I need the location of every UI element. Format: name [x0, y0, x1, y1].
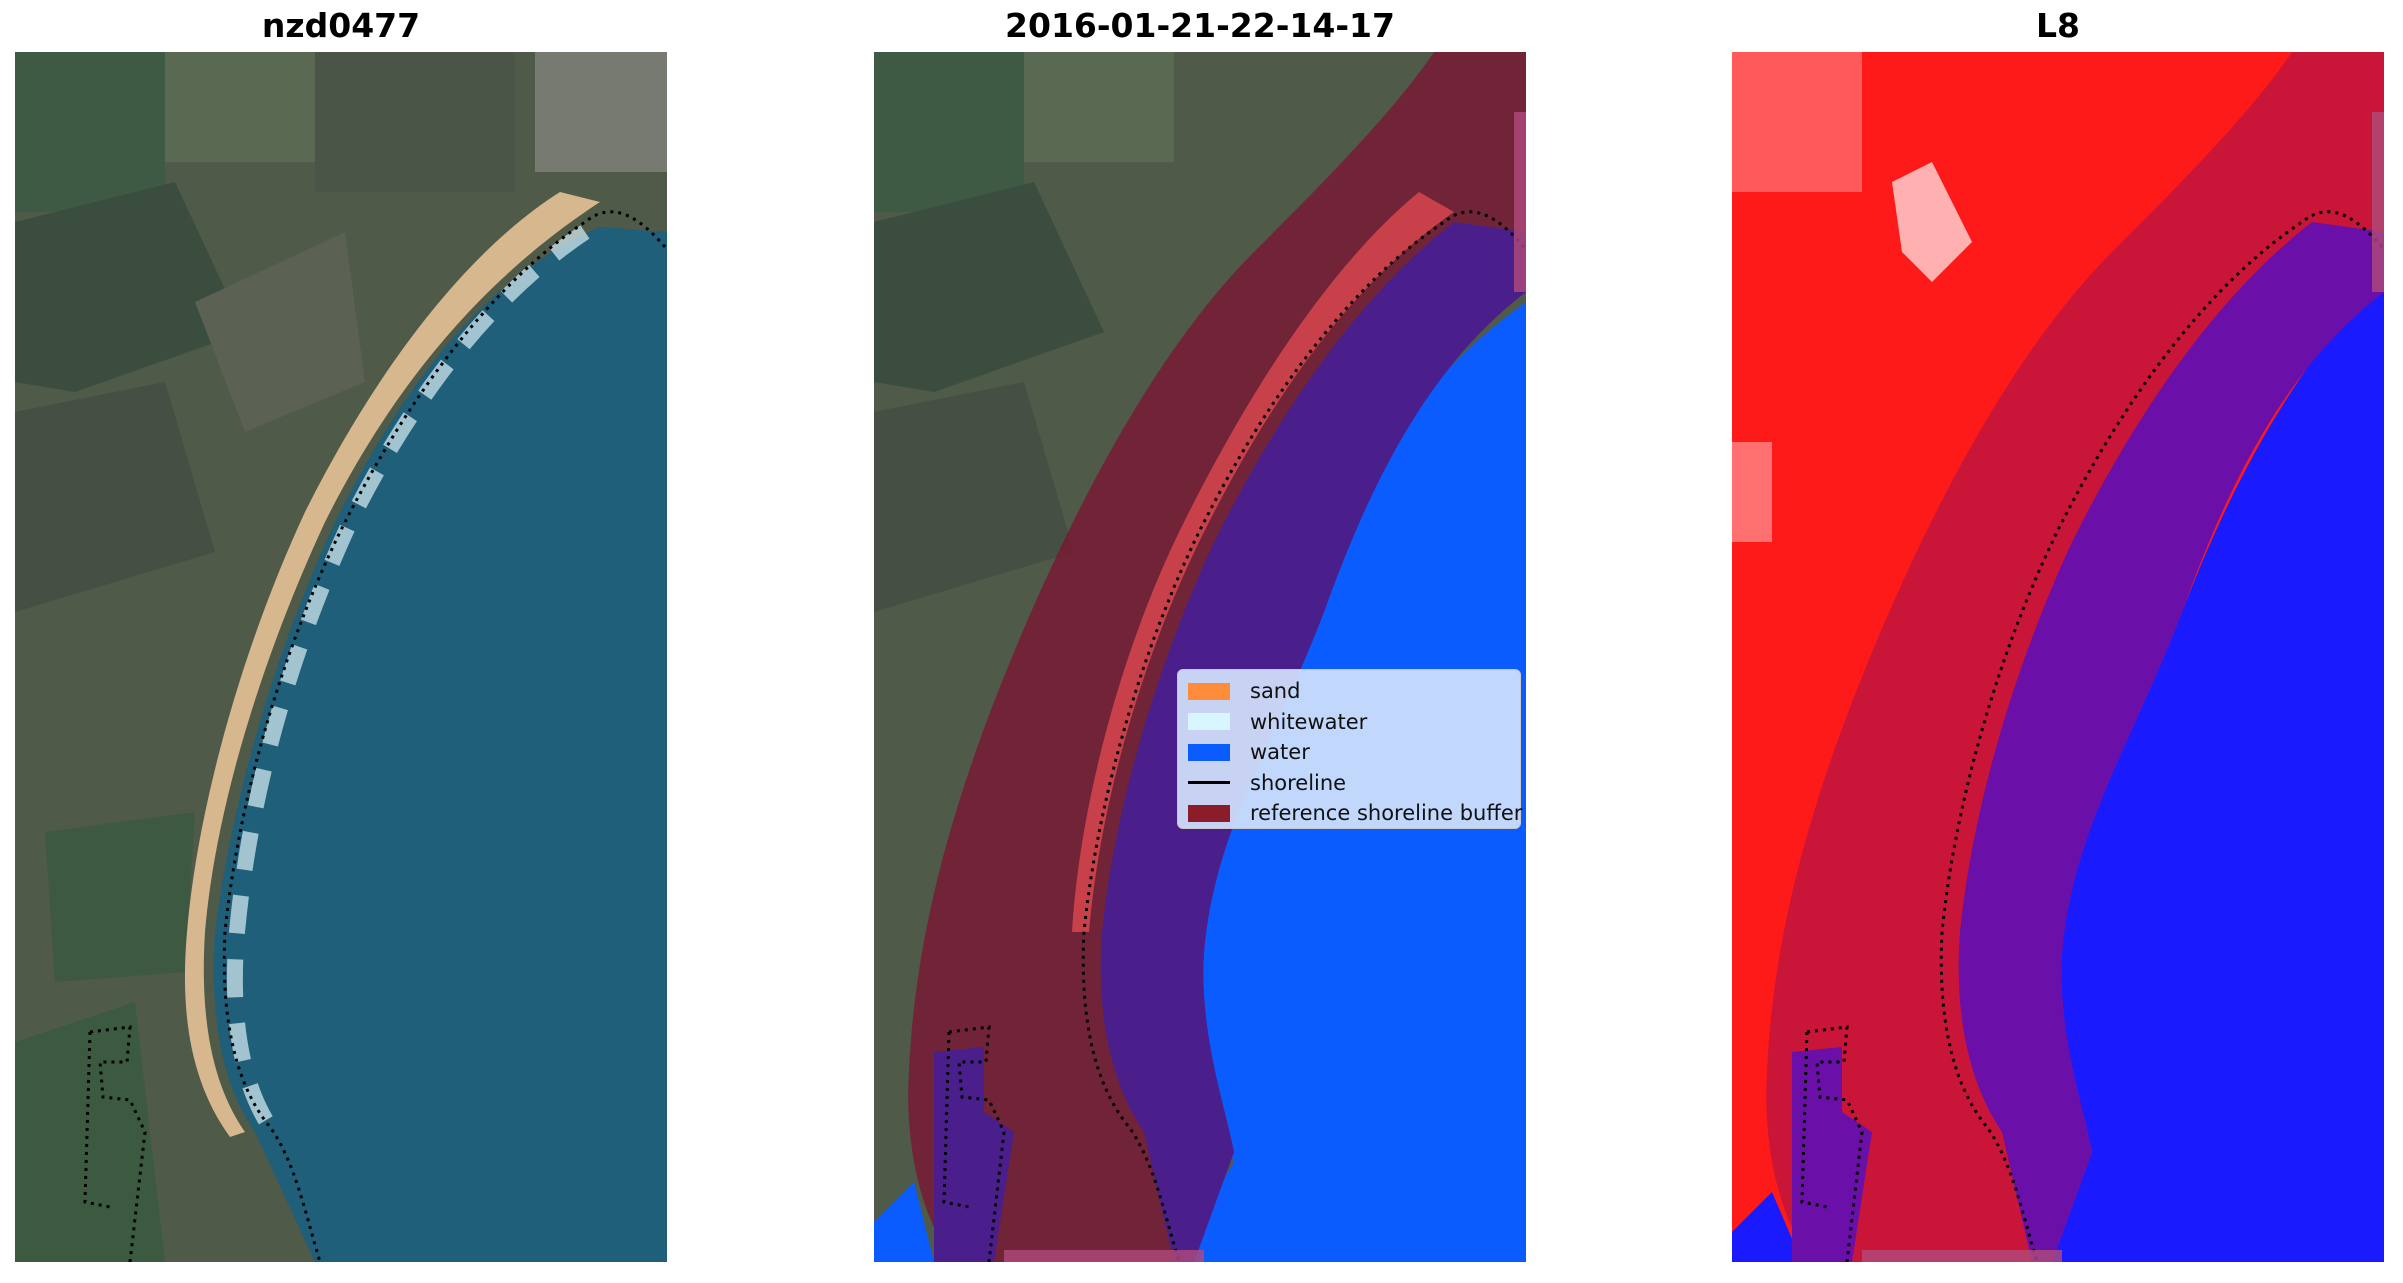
field-patch [874, 182, 1104, 392]
water-in-buffer [934, 1047, 1014, 1262]
field-patch [874, 382, 1074, 612]
buffer-edge-strip [2372, 112, 2384, 292]
l8-index-panel [1732, 52, 2384, 1262]
legend-line [1188, 781, 1230, 785]
field-patch [315, 52, 515, 192]
buffer-edge-strip [1514, 112, 1526, 292]
panel-title-date: 2016-01-21-22-14-17 [1005, 6, 1395, 45]
field-patch [15, 1002, 165, 1262]
legend-swatch [1188, 743, 1230, 761]
field-patch [874, 52, 1024, 212]
inland-shoreline-dotted [83, 1025, 147, 1262]
water-in-buffer [1792, 1047, 1872, 1262]
field-patch [195, 232, 365, 432]
legend-swatch [1188, 804, 1230, 822]
town-area [535, 52, 667, 172]
classification-legend: sand whitewater water shoreline referenc… [1177, 669, 1522, 829]
inland-shoreline-dotted [942, 1025, 1006, 1262]
beach-strip [184, 192, 601, 1137]
water-in-buffer [1958, 222, 2384, 1262]
buffer-edge-strip [1004, 1250, 1204, 1262]
panel-title-nzd0477: nzd0477 [261, 6, 421, 45]
legend-label: whitewater [1250, 709, 1368, 734]
field-patch [165, 52, 315, 162]
shoreline-dotted [1081, 210, 1526, 1262]
legend-item-reference-buffer: reference shoreline buffer [1188, 798, 1522, 829]
legend-item-sand: sand [1188, 676, 1510, 707]
legend-label: shoreline [1250, 770, 1347, 795]
surf-zone [226, 225, 590, 1132]
water-index-area [1732, 1192, 1802, 1262]
legend-item-water: water [1188, 737, 1510, 768]
legend-swatch [1188, 682, 1230, 700]
inland-shoreline-dotted [1800, 1025, 1864, 1262]
classified-image-panel [874, 52, 1526, 1262]
field-patch [15, 182, 245, 392]
field-patch [1732, 442, 1772, 542]
shoreline-dotted [222, 210, 667, 1262]
legend-label: water [1250, 740, 1310, 765]
buffer-edge-strip [1862, 1250, 2062, 1262]
ocean-area [213, 227, 667, 1262]
legend-item-shoreline: shoreline [1188, 768, 1510, 799]
field-patch [15, 52, 165, 212]
field-patch [1892, 162, 1972, 282]
field-patch [1732, 52, 1862, 192]
field-patch [15, 382, 215, 612]
water-index-area [2052, 272, 2384, 1262]
legend-label: reference shoreline buffer [1250, 801, 1523, 826]
water-class-area [874, 1182, 934, 1262]
legend-label: sand [1250, 679, 1301, 704]
field-patch [1024, 52, 1174, 162]
shoreline-dotted [1939, 210, 2384, 1262]
rgb-image-panel [15, 52, 667, 1262]
legend-swatch [1188, 713, 1230, 731]
legend-item-whitewater: whitewater [1188, 707, 1510, 738]
field-patch [45, 812, 195, 982]
panel-title-l8: L8 [2036, 6, 2080, 45]
